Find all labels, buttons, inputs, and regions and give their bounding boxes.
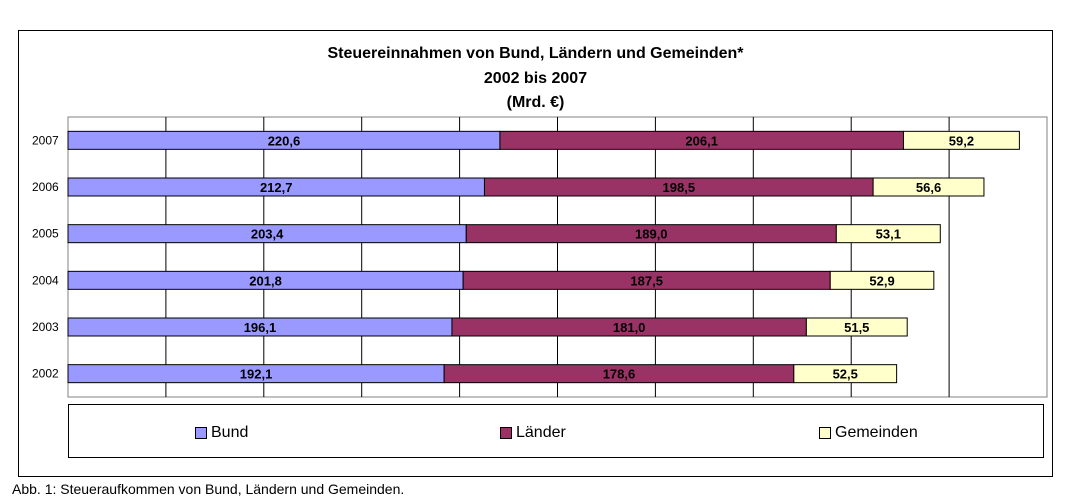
- legend-item-laender: Länder: [500, 424, 566, 442]
- bar-segment: [902, 130, 1020, 150]
- y-tick-label: 2002: [32, 367, 59, 381]
- bar-segment: [872, 177, 985, 197]
- y-tick-label: 2005: [32, 227, 59, 241]
- chart-frame: [18, 30, 1053, 477]
- data-label: 56,6: [916, 180, 941, 195]
- bar-segment: [829, 270, 935, 290]
- data-label: 181,0: [613, 320, 646, 335]
- legend-swatch-laender: [500, 427, 512, 439]
- data-label: 212,7: [260, 180, 293, 195]
- data-label: 51,5: [844, 320, 869, 335]
- bar-segment: [835, 224, 941, 244]
- data-label: 52,5: [833, 367, 858, 382]
- legend: Bund Länder Gemeinden: [68, 404, 1044, 458]
- y-tick-label: 2006: [32, 180, 59, 194]
- y-tick-label: 2003: [32, 320, 59, 334]
- data-label: 192,1: [240, 367, 273, 382]
- data-label: 53,1: [876, 227, 901, 242]
- legend-label-laender: Länder: [516, 424, 566, 441]
- bar-segment: [805, 317, 908, 337]
- legend-item-bund: Bund: [195, 424, 248, 442]
- legend-swatch-bund: [195, 427, 207, 439]
- legend-item-gemeinden: Gemeinden: [819, 424, 918, 442]
- chart-unit: (Mrd. €): [506, 94, 565, 111]
- legend-label-gemeinden: Gemeinden: [835, 424, 918, 441]
- data-label: 203,4: [251, 227, 284, 242]
- legend-swatch-gemeinden: [819, 427, 831, 439]
- data-label: 206,1: [685, 133, 718, 148]
- y-tick-label: 2007: [32, 133, 59, 147]
- data-label: 178,6: [603, 367, 636, 382]
- data-label: 196,1: [244, 320, 277, 335]
- data-label: 189,0: [635, 227, 668, 242]
- data-label: 187,5: [630, 273, 663, 288]
- data-label: 201,8: [249, 273, 282, 288]
- y-tick-label: 2004: [32, 273, 59, 287]
- data-label: 220,6: [268, 133, 301, 148]
- data-label: 198,5: [663, 180, 696, 195]
- chart-title: Steuereinnahmen von Bund, Ländern und Ge…: [327, 45, 744, 62]
- data-label: 52,9: [869, 273, 894, 288]
- figure-caption: Abb. 1: Steueraufkommen von Bund, Länder…: [12, 481, 405, 497]
- data-label: 59,2: [949, 133, 974, 148]
- bar-segment: [793, 364, 898, 384]
- chart-subtitle: 2002 bis 2007: [483, 70, 588, 87]
- legend-label-bund: Bund: [211, 424, 249, 441]
